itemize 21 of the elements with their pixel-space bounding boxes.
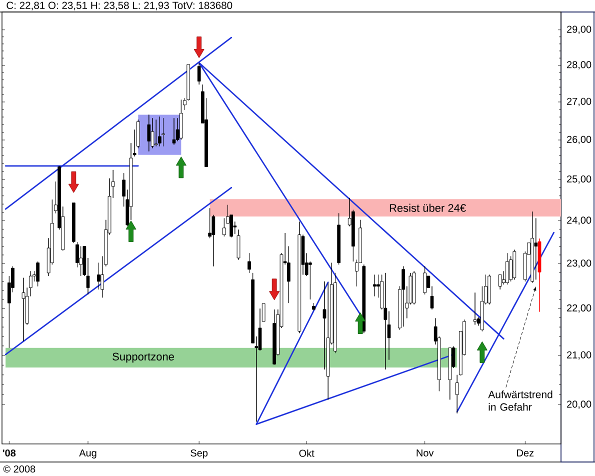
y-tick-label: 29,00 bbox=[567, 26, 592, 34]
y-tick-label: 27,00 bbox=[567, 98, 592, 106]
y-tick-label: 25,00 bbox=[567, 175, 592, 184]
x-tick-label: '08 bbox=[2, 449, 16, 457]
y-tick-label: 24,00 bbox=[567, 216, 592, 225]
y-tick-label: 23,00 bbox=[567, 260, 592, 268]
x-tick-label: Nov bbox=[416, 449, 434, 456]
y-tick-label: 26,00 bbox=[567, 136, 592, 144]
x-tick-label: Dez bbox=[517, 449, 534, 456]
annotation: Supportzone bbox=[112, 352, 174, 363]
y-tick-label: 20,00 bbox=[567, 400, 592, 409]
chart-title: C: 22,81 O: 23,51 H: 23,58 L: 21,93 TotV: 183680 bbox=[6, 2, 232, 10]
annotation: Aufwärtstrend in Gefahr bbox=[488, 390, 552, 411]
x-tick-label: Okt bbox=[299, 449, 314, 457]
annotation: Resist über 24€ bbox=[390, 204, 466, 212]
text: © 2008 bbox=[3, 465, 36, 473]
y-tick-label: 22,00 bbox=[567, 304, 592, 313]
y-tick-label: 21,00 bbox=[567, 351, 592, 360]
x-tick-label: Aug bbox=[79, 449, 96, 458]
x-tick-label: Sep bbox=[190, 449, 208, 459]
y-tick-label: 28,00 bbox=[567, 61, 592, 70]
